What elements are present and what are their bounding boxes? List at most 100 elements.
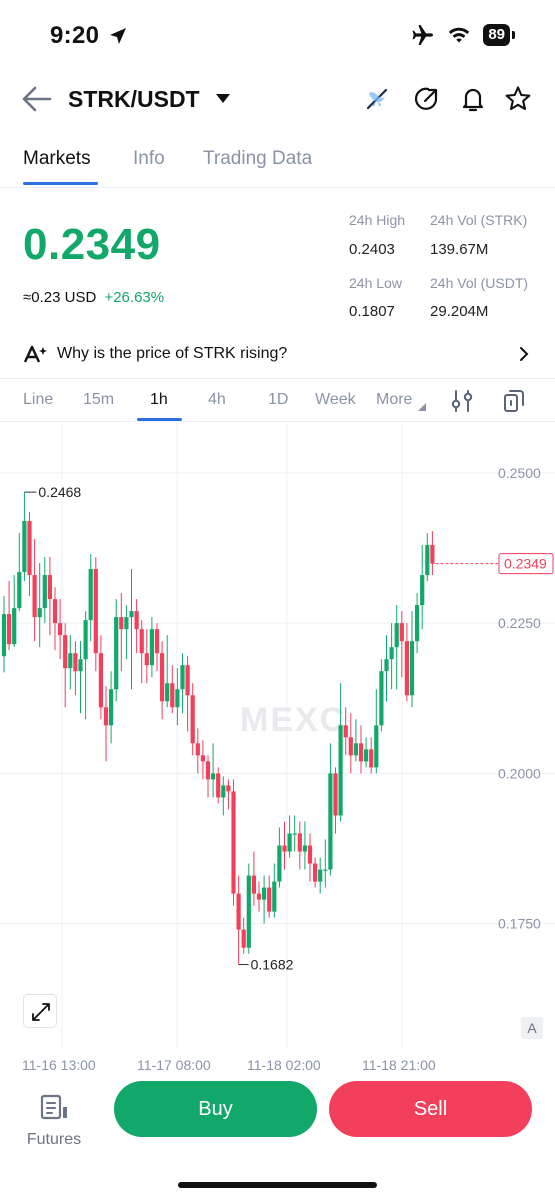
star-icon[interactable] bbox=[503, 84, 533, 114]
candle-body bbox=[216, 773, 221, 798]
chart-axes: 0.2500 0.2250 0.2000 0.1750 11-16 13:00 11-17… bbox=[22, 465, 541, 1073]
trading-pair-title[interactable]: STRK/USDT bbox=[68, 86, 200, 112]
expand-icon bbox=[32, 1003, 50, 1021]
status-time: 9:20 bbox=[50, 22, 100, 49]
y-axis-label: 0.1750 bbox=[498, 916, 541, 932]
candle-body bbox=[353, 743, 358, 756]
caret-down-icon[interactable] bbox=[216, 94, 230, 104]
candle-body bbox=[63, 635, 68, 669]
candle-body bbox=[313, 863, 318, 882]
candle-body bbox=[205, 761, 211, 780]
candle-body bbox=[42, 575, 47, 609]
candle-body bbox=[236, 893, 241, 930]
chart-markers: 0.2468 0.1682 0.2349 bbox=[24, 484, 554, 973]
vol-usdt-value: 29.204M bbox=[430, 303, 489, 320]
candle-body bbox=[272, 881, 277, 912]
candle-body bbox=[415, 605, 420, 642]
candle-body bbox=[22, 520, 27, 573]
tab-markets[interactable]: Markets bbox=[23, 148, 91, 169]
chevron-right-icon bbox=[520, 347, 529, 361]
candle-body bbox=[384, 659, 389, 672]
status-bar: 9:20 89 bbox=[0, 0, 555, 72]
fullscreen-button[interactable] bbox=[23, 994, 57, 1028]
high-24h-label: 24h High bbox=[349, 212, 406, 228]
candle-body bbox=[256, 893, 262, 900]
futures-shortcut[interactable]: Futures bbox=[22, 1085, 86, 1148]
chart-canvas[interactable]: MEXC 0.2468 0.1682 0.2349 0.2500 0.2250 0.20… bbox=[0, 423, 555, 1075]
candle-body bbox=[246, 875, 251, 948]
ai-insight-icon bbox=[23, 345, 47, 363]
indicator-settings-icon[interactable] bbox=[449, 387, 475, 415]
candle-body bbox=[47, 575, 52, 600]
interval-selector: Line 15m 1h 4h 1D Week More bbox=[0, 378, 555, 422]
ai-sparkle-icon[interactable] bbox=[362, 84, 392, 114]
sell-button[interactable]: Sell bbox=[329, 1081, 532, 1137]
interval-week[interactable]: Week bbox=[315, 391, 356, 408]
candle-body bbox=[379, 671, 384, 726]
candle-body bbox=[394, 623, 399, 648]
last-price: 0.2349 bbox=[23, 220, 161, 269]
chart-watermark: MEXC bbox=[240, 701, 346, 739]
airplane-icon bbox=[412, 25, 434, 45]
interval-4h[interactable]: 4h bbox=[208, 391, 226, 408]
buy-button[interactable]: Buy bbox=[114, 1081, 317, 1137]
low-24h-label: 24h Low bbox=[349, 275, 402, 291]
interval-15m[interactable]: 15m bbox=[83, 391, 115, 408]
candle-body bbox=[98, 653, 103, 708]
candle-body bbox=[190, 695, 195, 744]
candle-body bbox=[262, 887, 267, 900]
candle-body bbox=[114, 617, 119, 690]
candlestick-chart[interactable]: MEXC 0.2468 0.1682 0.2349 0.2500 0.2250 0.20… bbox=[0, 423, 555, 1075]
location-arrow-icon bbox=[110, 28, 126, 44]
interval-more[interactable]: More bbox=[376, 391, 413, 408]
candle-body bbox=[425, 545, 430, 576]
price-insight-row[interactable]: Why is the price of STRK rising? bbox=[0, 334, 555, 376]
candle-body bbox=[1, 614, 7, 657]
y-axis-label: 0.2500 bbox=[498, 465, 541, 481]
tab-info[interactable]: Info bbox=[133, 148, 165, 169]
candle-body bbox=[73, 653, 78, 672]
candle-body bbox=[129, 611, 134, 618]
tab-trading-data[interactable]: Trading Data bbox=[203, 148, 313, 169]
candle-body bbox=[364, 749, 369, 762]
candle-body bbox=[32, 575, 37, 618]
interval-line[interactable]: Line bbox=[23, 391, 54, 408]
bell-icon[interactable] bbox=[458, 84, 488, 114]
fiat-approx: ≈0.23 bbox=[23, 289, 61, 306]
low-marker-label: 0.1682 bbox=[251, 957, 294, 973]
candle-body bbox=[292, 833, 297, 835]
candle-body bbox=[287, 833, 292, 852]
candle-body bbox=[267, 887, 272, 912]
fiat-currency: USD bbox=[64, 289, 97, 306]
interval-1h[interactable]: 1h bbox=[150, 391, 168, 408]
chart-layout-icon[interactable] bbox=[501, 387, 527, 415]
candles bbox=[1, 492, 435, 965]
candle-body bbox=[134, 611, 139, 630]
interval-1d[interactable]: 1D bbox=[268, 391, 289, 408]
bottom-action-bar: Futures Buy Sell bbox=[0, 1075, 555, 1200]
candle-body bbox=[358, 743, 364, 762]
last-price-label: 0.2349 bbox=[504, 556, 547, 572]
more-caret-icon bbox=[418, 403, 426, 411]
y-axis-label: 0.2250 bbox=[498, 615, 541, 631]
battery-tip bbox=[512, 31, 515, 39]
active-interval-indicator bbox=[137, 418, 182, 421]
candle-body bbox=[333, 773, 338, 816]
candle-body bbox=[119, 617, 124, 630]
vol-usdt-label: 24h Vol (USDT) bbox=[430, 275, 529, 291]
price-change-percent: +26.63% bbox=[104, 289, 165, 306]
vol-strk-value: 139.67M bbox=[430, 241, 489, 258]
candle-body bbox=[144, 653, 149, 666]
share-arrow-icon[interactable] bbox=[412, 84, 442, 114]
x-axis-label: 11-17 08:00 bbox=[137, 1057, 211, 1073]
candle-body bbox=[175, 689, 180, 708]
candle-body bbox=[241, 929, 246, 948]
candle-body bbox=[37, 608, 42, 618]
back-arrow-icon[interactable] bbox=[20, 84, 54, 114]
candle-body bbox=[399, 623, 404, 642]
scale-mode-button[interactable]: A bbox=[521, 1017, 543, 1039]
candle-body bbox=[27, 520, 32, 576]
candle-body bbox=[307, 845, 313, 864]
y-axis-label: 0.2000 bbox=[498, 765, 541, 781]
x-axis-label: 11-16 13:00 bbox=[22, 1057, 96, 1073]
